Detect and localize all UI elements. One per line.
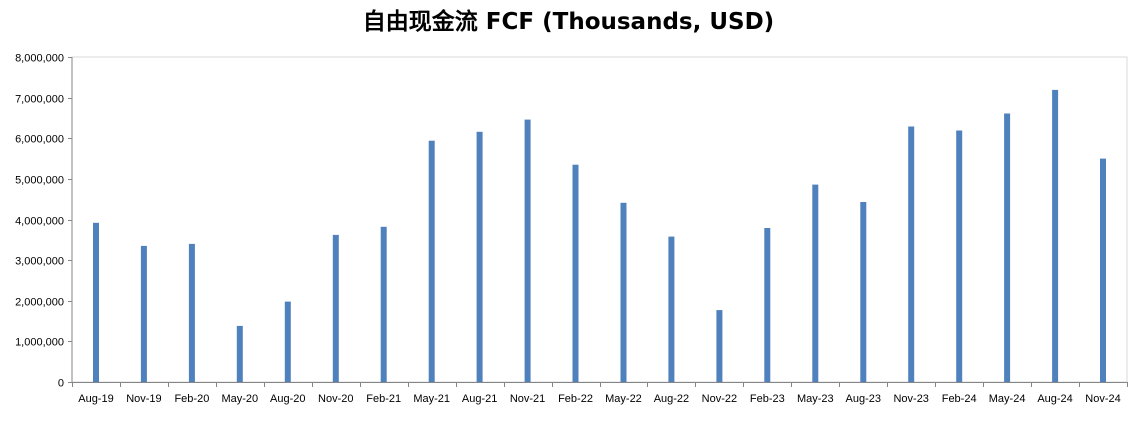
x-tick-label: Feb-20: [174, 393, 209, 405]
x-tick-label: Aug-24: [1037, 393, 1072, 405]
y-tick-label: 3,000,000: [15, 256, 64, 268]
bar: [93, 222, 99, 383]
bar: [956, 130, 963, 382]
bar: [428, 140, 435, 382]
x-tick-label: Nov-20: [318, 393, 353, 405]
bar: [620, 202, 627, 382]
x-tick-label: May-22: [605, 393, 642, 405]
x-tick-label: Aug-21: [462, 393, 497, 405]
bar: [1100, 158, 1106, 382]
bar: [908, 126, 915, 382]
bar: [764, 228, 771, 382]
x-tick-label: May-23: [797, 393, 834, 405]
x-tick-label: Feb-22: [558, 393, 593, 405]
x-tick-label: Nov-24: [1085, 393, 1120, 405]
y-axis: 0 1,000,000 2,000,000 3,000,000 4,000,000 5,0…: [15, 53, 73, 390]
bar: [668, 236, 675, 382]
x-tick-label: Nov-22: [702, 393, 737, 405]
x-tick-label: Feb-21: [366, 393, 401, 405]
y-tick-label: 8,000,000: [15, 53, 64, 65]
bar: [332, 234, 339, 382]
x-tick-label: Nov-19: [126, 393, 161, 405]
bar: [476, 131, 483, 383]
bar-series: [93, 89, 1106, 383]
x-tick-label: Aug-19: [78, 393, 113, 405]
x-tick-label: Aug-22: [654, 393, 689, 405]
x-tick-label: Aug-23: [846, 393, 881, 405]
bar: [236, 325, 243, 382]
y-tick-label: 6,000,000: [15, 134, 64, 146]
y-tick-label: 2,000,000: [15, 297, 64, 309]
bar: [716, 310, 723, 382]
bar: [188, 243, 195, 382]
x-tick-label: Nov-21: [510, 393, 545, 405]
plot-area: [71, 56, 1128, 383]
bar: [284, 301, 291, 382]
bar: [140, 245, 147, 382]
x-tick-label: Nov-23: [893, 393, 928, 405]
bar: [1052, 89, 1059, 383]
x-tick-label: May-24: [989, 393, 1026, 405]
plot-border: [71, 56, 1128, 383]
x-tick-label: Aug-20: [270, 393, 305, 405]
bar: [572, 164, 579, 382]
x-tick-label: May-20: [221, 393, 258, 405]
y-tick-label: 7,000,000: [15, 94, 64, 106]
y-tick-label: 5,000,000: [15, 175, 64, 187]
x-tick-label: Feb-23: [750, 393, 785, 405]
x-tick-label: May-21: [413, 393, 450, 405]
bar: [812, 184, 819, 382]
y-tick-label: 0: [58, 378, 64, 390]
bar: [380, 226, 387, 382]
x-tick-label: Feb-24: [942, 393, 977, 405]
y-tick-label: 1,000,000: [15, 337, 64, 349]
bar: [1004, 113, 1011, 382]
chart-title: 自由现金流 FCF (Thousands, USD): [362, 9, 775, 35]
bar: [524, 119, 531, 382]
y-tick-label: 4,000,000: [15, 216, 64, 228]
bar: [860, 202, 867, 382]
x-axis: Aug-19 Nov-19 Feb-20 May-20 Aug-20 Nov-20 Feb-…: [72, 382, 1128, 405]
